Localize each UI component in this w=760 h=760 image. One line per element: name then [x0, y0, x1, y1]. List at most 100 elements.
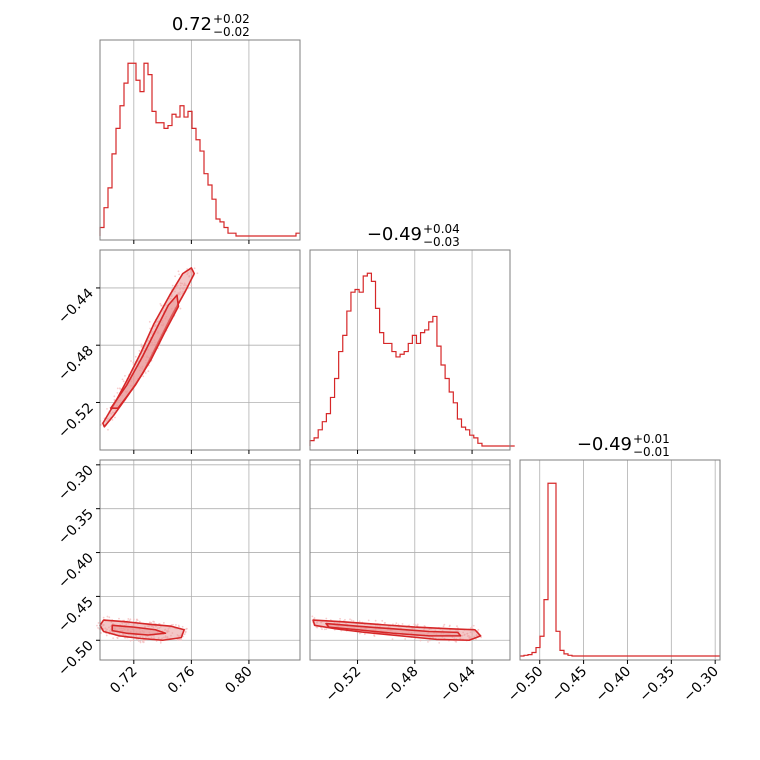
- panel-frame: [309, 249, 511, 451]
- histogram-bin: [343, 335, 347, 446]
- tick-marks: [539, 660, 716, 664]
- histogram-bin: [330, 397, 334, 446]
- sample-point: [116, 391, 119, 394]
- sample-point: [116, 637, 119, 640]
- sample-point: [401, 622, 404, 625]
- histogram-bin: [176, 117, 180, 236]
- sample-point: [423, 625, 426, 627]
- histogram-bin: [355, 289, 359, 446]
- sample-point: [428, 639, 431, 642]
- sample-point: [349, 618, 351, 621]
- histogram-bin: [441, 365, 445, 446]
- histogram-bin: [164, 128, 168, 236]
- sample-point: [184, 631, 187, 634]
- histogram-bin: [412, 335, 416, 446]
- histogram-bin: [359, 292, 363, 446]
- sample-point: [448, 624, 451, 627]
- histogram-bin: [156, 123, 160, 236]
- sample-point: [178, 273, 181, 276]
- sample-point: [416, 623, 419, 626]
- sample-point: [152, 620, 155, 623]
- title-median-param-2: −0.49: [367, 224, 422, 245]
- sample-point: [397, 623, 400, 626]
- grid-lines: [539, 460, 716, 660]
- sample-point: [350, 619, 353, 622]
- histogram-bin: [152, 111, 156, 236]
- histogram-step-line: [309, 272, 515, 447]
- scatter-panel-param-2-vs-param-3: [309, 459, 511, 664]
- sample-point: [121, 378, 124, 381]
- sample-point: [129, 618, 132, 621]
- sample-point: [179, 307, 182, 310]
- histogram-bin: [314, 438, 318, 446]
- histogram-bin: [347, 311, 351, 446]
- title-median-param-3: −0.49: [577, 434, 632, 455]
- sample-point: [352, 620, 355, 622]
- sample-point: [472, 624, 475, 627]
- tick-marks: [133, 240, 250, 244]
- sample-point: [177, 624, 180, 627]
- histogram-bin: [474, 438, 478, 446]
- sample-point: [144, 372, 147, 374]
- sample-point: [119, 388, 122, 391]
- title-minus-param-1: −0.02: [213, 25, 250, 39]
- sample-point: [138, 620, 141, 623]
- sample-point: [438, 641, 441, 644]
- sample-point: [160, 304, 163, 307]
- scatter-panel-param-1-vs-param-2: [96, 249, 301, 454]
- sample-point: [454, 640, 457, 643]
- histogram-bin: [396, 357, 400, 446]
- histogram-bin: [326, 414, 330, 446]
- sample-point: [413, 623, 416, 626]
- title-minus-param-2: −0.03: [423, 235, 460, 249]
- panel-frame: [99, 459, 301, 661]
- sample-point: [96, 624, 98, 627]
- histogram-bin: [196, 140, 200, 236]
- contour-data: [96, 615, 188, 644]
- tick-marks: [357, 450, 473, 454]
- histogram-panel-param-2: −0.49 +0.04 −0.03: [309, 222, 515, 454]
- histogram-panel-param-3: −0.49 +0.01 −0.01: [519, 432, 721, 664]
- title-median-param-1: 0.72: [172, 14, 212, 35]
- title-plus-param-2: +0.04: [423, 222, 460, 236]
- title-plus-param-3: +0.01: [633, 432, 670, 446]
- sample-point: [325, 628, 328, 630]
- histogram-bin: [457, 419, 461, 446]
- sample-point: [105, 634, 108, 637]
- histogram-bin: [408, 343, 412, 446]
- sample-point: [132, 618, 135, 621]
- sample-point: [132, 639, 134, 642]
- sample-point: [363, 633, 366, 636]
- sample-point: [97, 627, 99, 629]
- histogram-title-param-3: −0.49: [577, 434, 632, 455]
- sample-point: [175, 623, 177, 626]
- histogram-bin: [184, 117, 188, 236]
- contour-data: [311, 615, 483, 644]
- histogram-bin: [351, 292, 355, 446]
- histogram-bin: [172, 114, 176, 236]
- sample-point: [132, 361, 135, 364]
- sample-point: [480, 636, 483, 639]
- sample-point: [381, 619, 384, 622]
- sample-point: [470, 626, 473, 628]
- histogram-bin: [445, 379, 449, 446]
- histogram-bin: [188, 111, 192, 236]
- sample-point: [311, 615, 314, 618]
- histogram-bin: [425, 330, 429, 446]
- histogram-bin: [384, 343, 388, 446]
- sample-point: [142, 375, 145, 378]
- histogram-bin: [318, 430, 322, 446]
- histogram-bin: [136, 80, 140, 236]
- sample-point: [325, 617, 328, 620]
- sample-point: [112, 637, 115, 640]
- histogram-bin: [376, 308, 380, 446]
- sample-point: [180, 638, 183, 641]
- histogram-bin: [310, 441, 314, 446]
- sample-point: [107, 428, 109, 431]
- sample-point: [130, 360, 132, 362]
- panel-frame: [519, 459, 721, 661]
- histogram-data: [99, 62, 300, 237]
- sample-point: [118, 617, 120, 620]
- sample-point: [172, 623, 174, 626]
- sample-point: [358, 632, 361, 635]
